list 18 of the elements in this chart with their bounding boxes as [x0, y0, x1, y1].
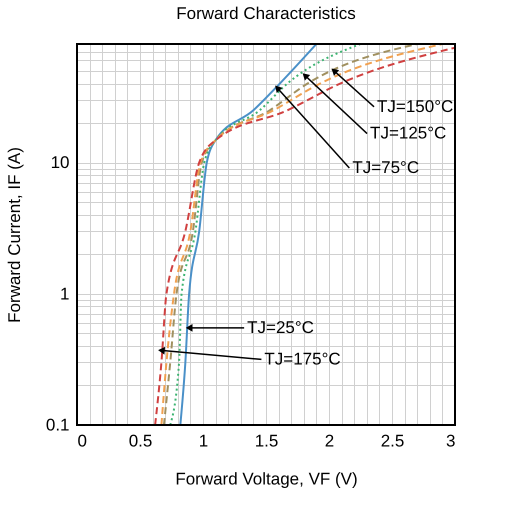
chart-title: Forward Characteristics — [176, 4, 356, 23]
y-axis-title: Forward Current, IF (A) — [4, 147, 24, 323]
x-tick-label: 3 — [446, 432, 456, 450]
y-tick-label: 0.1 — [46, 416, 70, 434]
annotation: TJ=25°C — [247, 318, 314, 337]
y-tick-label: 1 — [60, 284, 70, 304]
y-tick-label: 10 — [50, 153, 70, 172]
x-tick-label: 1.5 — [254, 432, 278, 450]
x-tick-label: 1 — [198, 432, 208, 450]
annotation: TJ=125°C — [370, 124, 446, 143]
x-tick-label: 2.5 — [380, 432, 404, 450]
x-tick-label: 0.5 — [128, 432, 152, 450]
annotation: TJ=175°C — [264, 349, 341, 368]
annotation: TJ=150°C — [377, 96, 454, 116]
x-axis-title: Forward Voltage, VF (V) — [175, 470, 358, 488]
x-tick-label: 2 — [324, 432, 334, 450]
x-tick-label: 0 — [78, 432, 87, 450]
annotation: TJ=75°C — [352, 158, 420, 177]
